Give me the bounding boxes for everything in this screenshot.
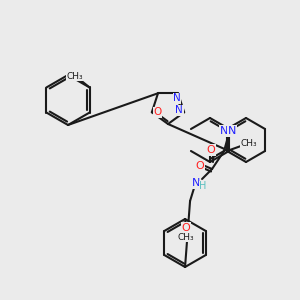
Text: O: O (207, 145, 215, 155)
Text: N: N (173, 93, 181, 103)
Text: N: N (220, 126, 228, 136)
Text: O: O (154, 107, 162, 117)
Text: O: O (182, 223, 190, 233)
Text: H: H (200, 181, 207, 191)
Text: N: N (228, 126, 236, 136)
Text: CH₃: CH₃ (66, 72, 83, 81)
Text: N: N (175, 105, 183, 115)
Text: CH₃: CH₃ (178, 232, 194, 242)
Text: CH₃: CH₃ (241, 140, 257, 148)
Text: N: N (192, 178, 200, 188)
Text: O: O (196, 161, 204, 171)
